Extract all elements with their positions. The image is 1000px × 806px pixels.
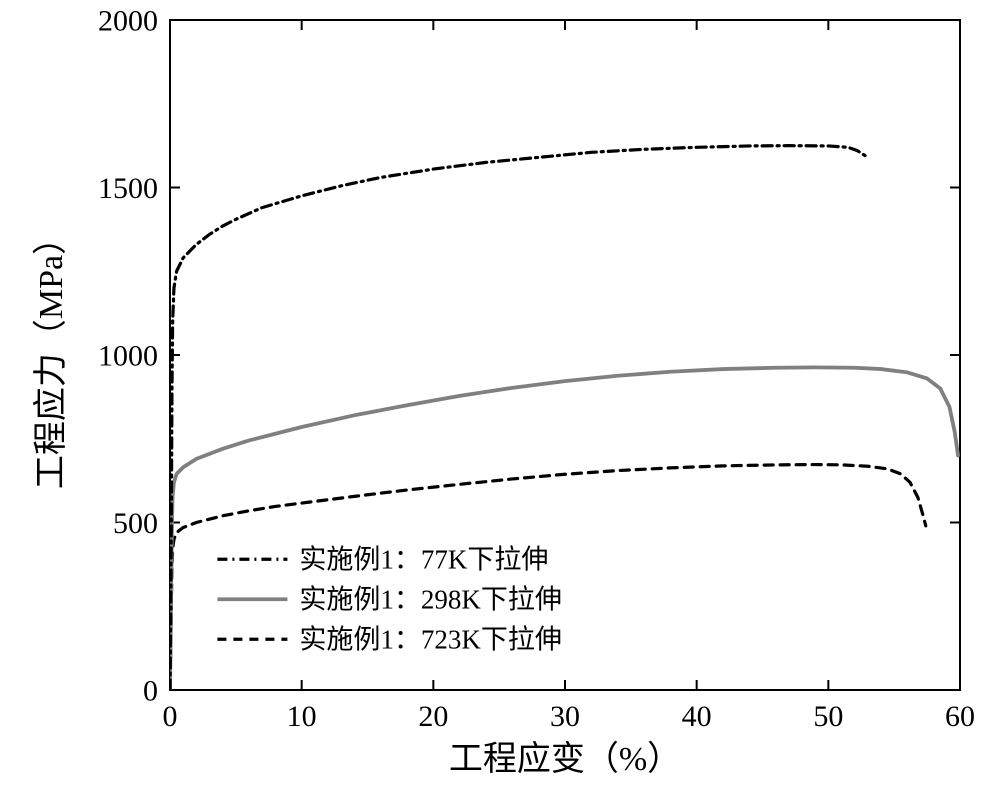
stress-strain-chart: 0 10 20 30 40 50 60 0 500 1000 1500 2000 工程应变（%） 工程应力… [0, 0, 1000, 806]
y-axis-label: 工程应力（MPa） [32, 221, 70, 489]
y-tick-label: 2000 [98, 5, 158, 38]
x-tick-label: 10 [287, 700, 317, 733]
x-tick-label: 0 [163, 700, 178, 733]
y-tick-label: 1000 [98, 340, 158, 373]
x-tick-label: 50 [813, 700, 843, 733]
legend-label: 实施例1：77K下拉伸 [299, 545, 548, 575]
y-tick-label: 0 [143, 675, 158, 708]
y-tick-label: 1500 [98, 172, 158, 205]
y-tick-label: 500 [113, 507, 158, 540]
x-tick-label: 20 [418, 700, 448, 733]
x-axis-label: 工程应变（%） [449, 740, 681, 778]
legend-label: 实施例1：723K下拉伸 [299, 625, 562, 655]
x-tick-label: 30 [550, 700, 580, 733]
x-tick-label: 60 [945, 700, 975, 733]
legend-label: 实施例1：298K下拉伸 [299, 585, 562, 615]
x-tick-label: 40 [682, 700, 712, 733]
